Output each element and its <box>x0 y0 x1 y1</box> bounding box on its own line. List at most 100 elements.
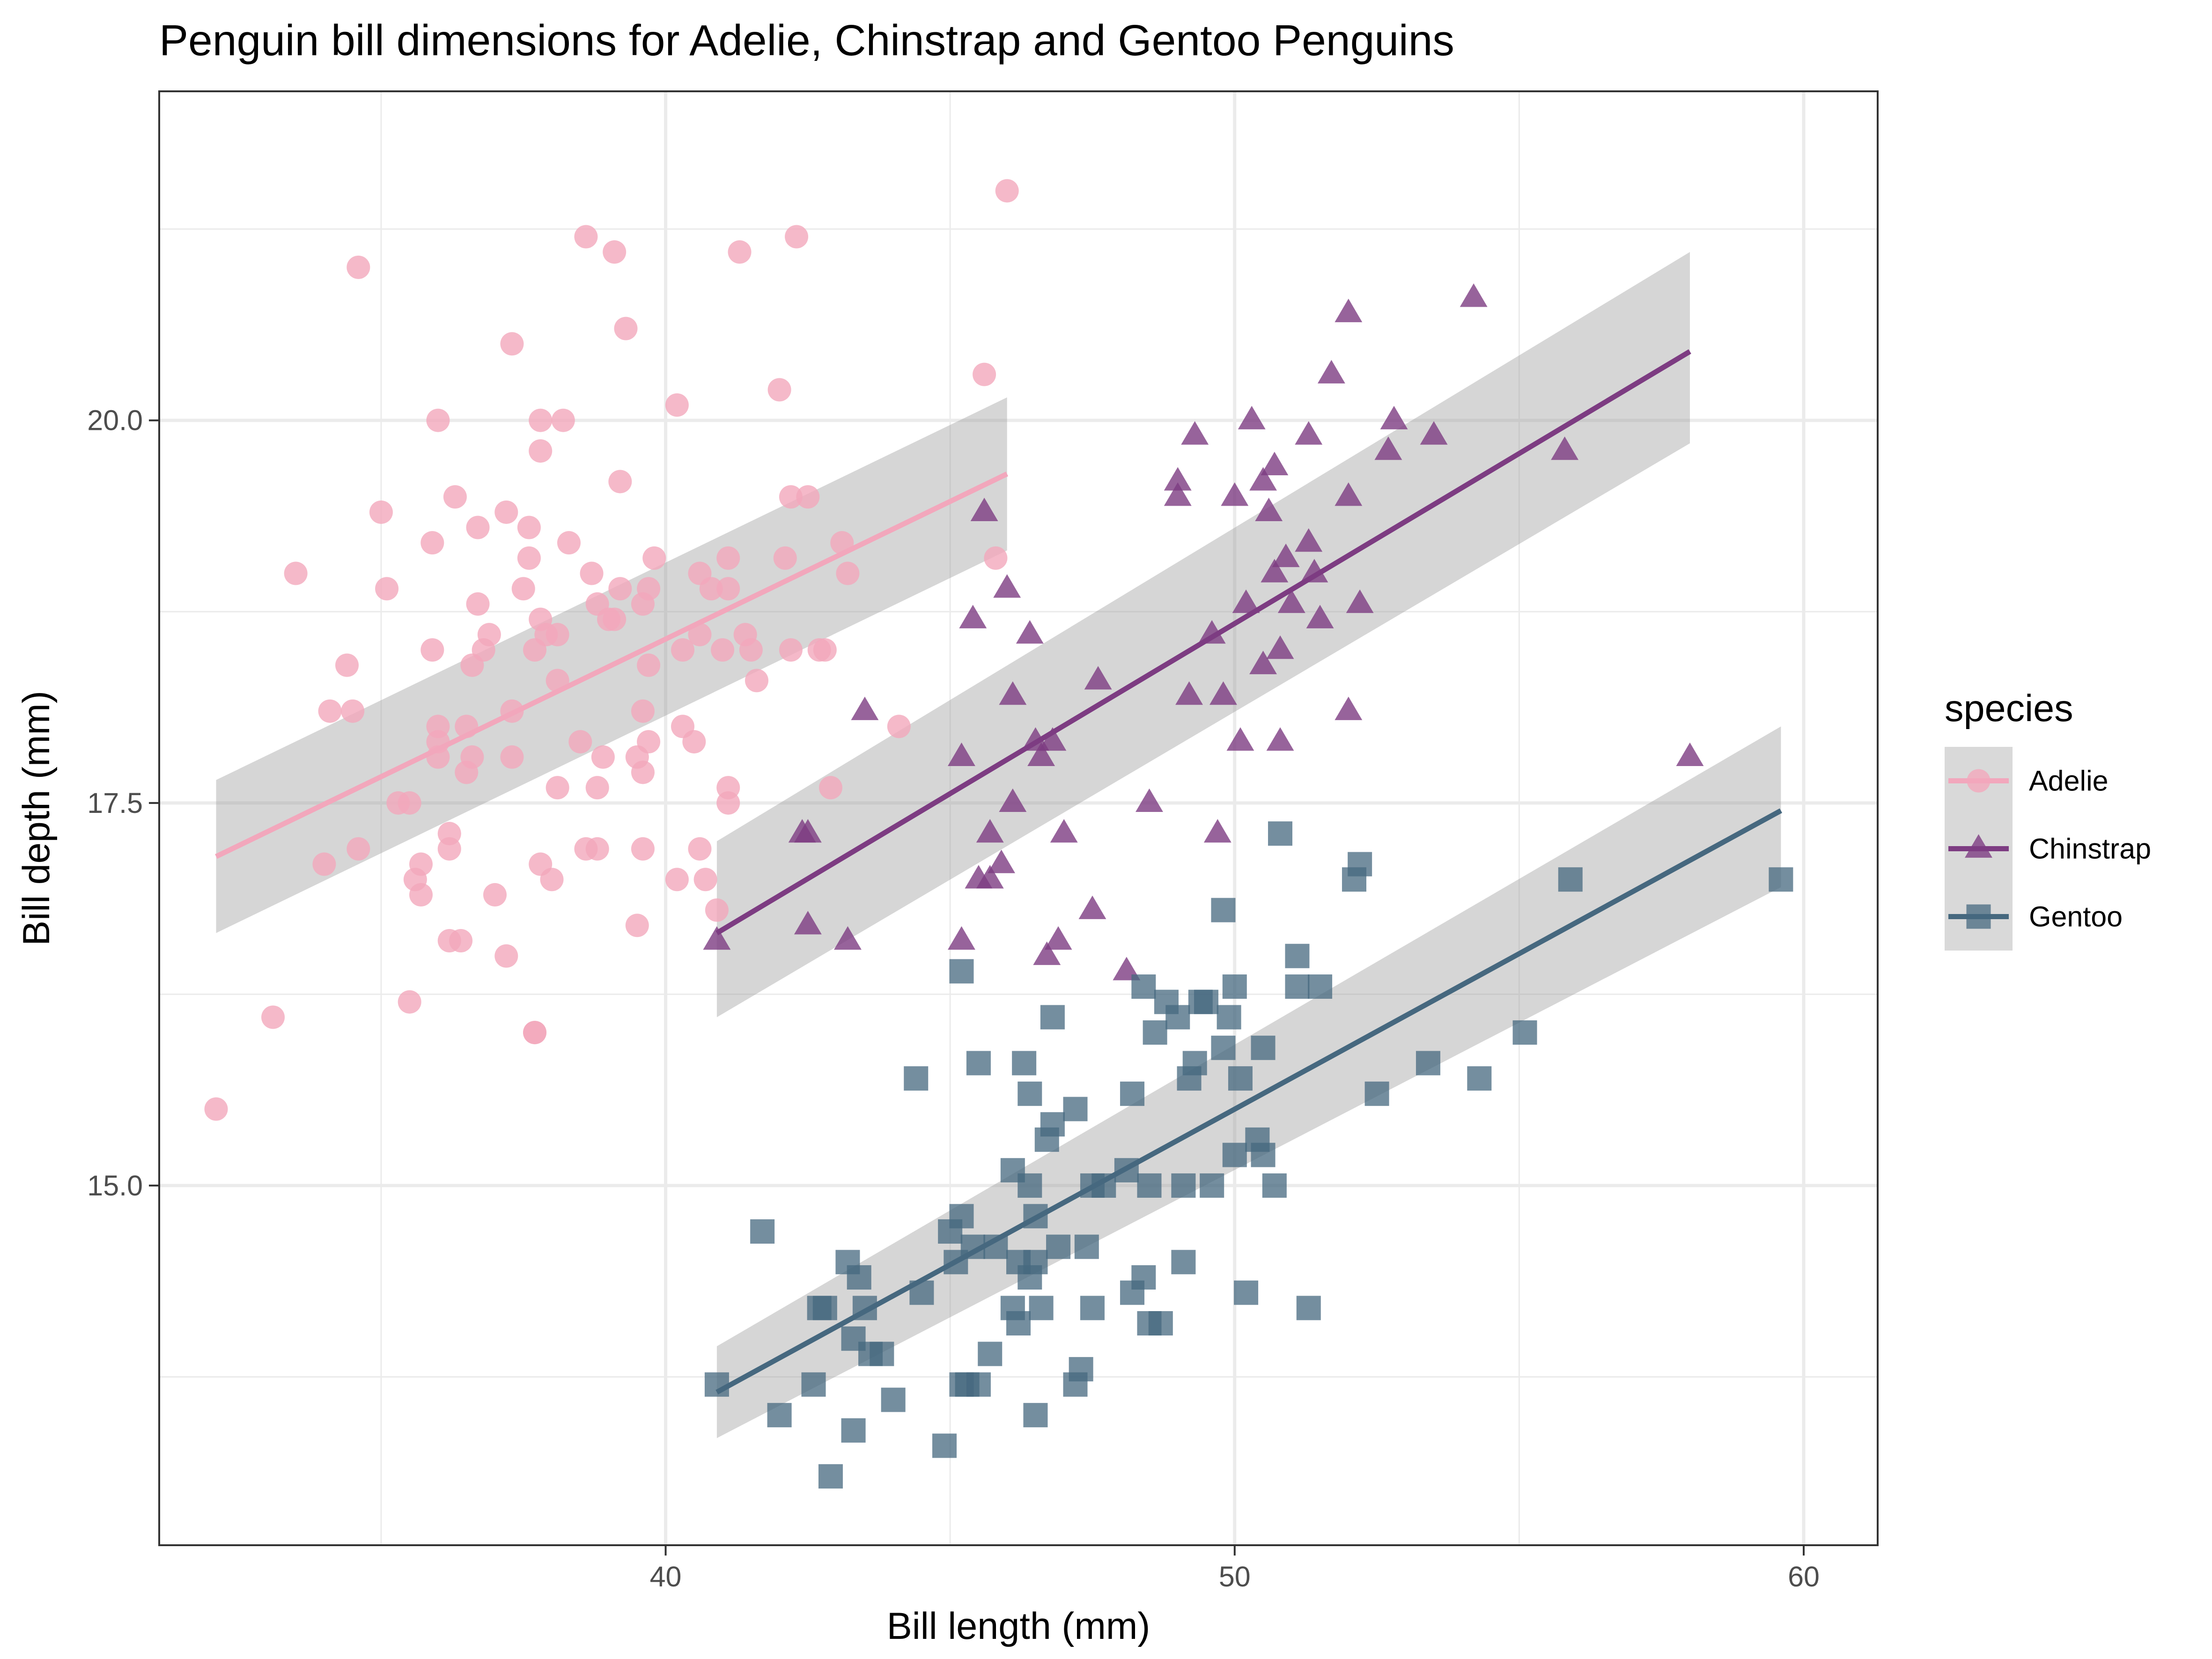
data-point <box>1018 1173 1042 1198</box>
data-point <box>665 393 689 417</box>
data-point <box>1016 620 1044 644</box>
data-point <box>1238 406 1266 429</box>
data-point <box>409 852 433 876</box>
legend-label: Gentoo <box>2029 901 2123 933</box>
data-point <box>1335 696 1363 720</box>
data-point <box>347 837 370 861</box>
data-point <box>642 546 666 570</box>
trend-line-gentoo <box>715 808 1783 1394</box>
data-point <box>1018 1081 1042 1106</box>
data-point <box>995 179 1019 203</box>
data-point <box>966 1372 991 1397</box>
data-point <box>614 317 638 340</box>
data-point <box>631 760 655 784</box>
data-point <box>1120 1081 1145 1106</box>
data-point <box>976 865 1004 889</box>
legend-label: Adelie <box>2029 765 2109 797</box>
data-point <box>557 531 581 555</box>
data-point <box>1416 1051 1440 1076</box>
data-point <box>1467 1066 1492 1091</box>
data-point <box>1131 1265 1156 1290</box>
y-tick-label: 15.0 <box>87 1170 143 1202</box>
data-point <box>1023 1403 1048 1428</box>
data-point <box>682 730 706 754</box>
data-point <box>948 742 975 766</box>
data-point <box>1420 421 1448 445</box>
data-point <box>1232 589 1260 613</box>
data-point <box>574 225 598 249</box>
data-point <box>312 852 336 876</box>
data-point <box>1558 867 1583 892</box>
data-point <box>1148 1311 1173 1336</box>
data-point <box>1249 467 1277 491</box>
data-point <box>1080 1296 1105 1320</box>
data-point <box>631 837 655 861</box>
data-point <box>1249 650 1277 674</box>
data-point <box>1335 482 1363 506</box>
legend-key-symbol <box>1965 834 1992 858</box>
data-point <box>1335 298 1363 323</box>
data-point <box>608 577 632 601</box>
data-point <box>603 607 627 631</box>
data-point <box>1211 1035 1236 1060</box>
data-point <box>1044 926 1072 950</box>
data-point <box>483 883 507 907</box>
data-point <box>1164 467 1192 491</box>
data-point <box>665 868 689 892</box>
data-point <box>705 898 729 922</box>
data-point <box>976 819 1004 843</box>
data-point <box>1285 944 1310 968</box>
data-point <box>420 638 444 662</box>
data-point <box>460 745 484 769</box>
data-point <box>851 696 879 720</box>
data-point <box>1295 528 1323 552</box>
data-point <box>1006 1311 1031 1336</box>
data-point <box>1348 852 1372 877</box>
data-point <box>603 240 627 264</box>
legend-title: species <box>1945 687 2073 730</box>
data-point <box>1285 974 1310 999</box>
data-point <box>568 730 592 754</box>
x-tick-label: 40 <box>650 1561 682 1593</box>
data-point <box>948 926 975 950</box>
data-point <box>703 926 731 950</box>
x-tick-label: 60 <box>1788 1561 1820 1593</box>
data-point <box>796 485 820 509</box>
data-point <box>813 638 837 662</box>
data-point <box>409 883 433 907</box>
data-point <box>1268 821 1293 846</box>
data-point <box>1063 1097 1088 1121</box>
data-point <box>204 1097 228 1121</box>
data-point <box>529 408 553 432</box>
data-point <box>494 944 518 968</box>
data-point <box>833 926 862 950</box>
legend-item-chinstrap: Chinstrap <box>1945 815 2151 883</box>
data-point <box>836 561 860 585</box>
data-point <box>1171 1250 1196 1275</box>
data-points <box>204 179 1793 1489</box>
data-point <box>318 699 342 723</box>
data-point <box>767 378 791 402</box>
data-point <box>426 408 450 432</box>
x-axis: 40 50 60 <box>650 1545 1820 1593</box>
data-point <box>779 485 803 509</box>
data-point <box>716 577 740 601</box>
data-point <box>1074 1234 1099 1259</box>
data-point <box>1039 727 1067 751</box>
data-point <box>794 819 822 843</box>
data-point <box>1131 974 1156 999</box>
trend-line-adelie <box>215 472 1009 859</box>
data-point <box>978 1342 1003 1366</box>
data-point <box>1272 543 1300 568</box>
data-point <box>1175 681 1203 705</box>
data-point <box>1234 1280 1259 1305</box>
data-point <box>1277 589 1305 613</box>
series-gentoo <box>704 821 1793 1489</box>
data-point <box>1143 1020 1167 1045</box>
data-point <box>1380 406 1408 429</box>
data-point <box>1078 895 1106 919</box>
trend-line-chinstrap <box>715 349 1691 936</box>
data-point <box>1460 283 1488 307</box>
data-point <box>540 868 564 892</box>
data-point <box>1164 482 1192 506</box>
